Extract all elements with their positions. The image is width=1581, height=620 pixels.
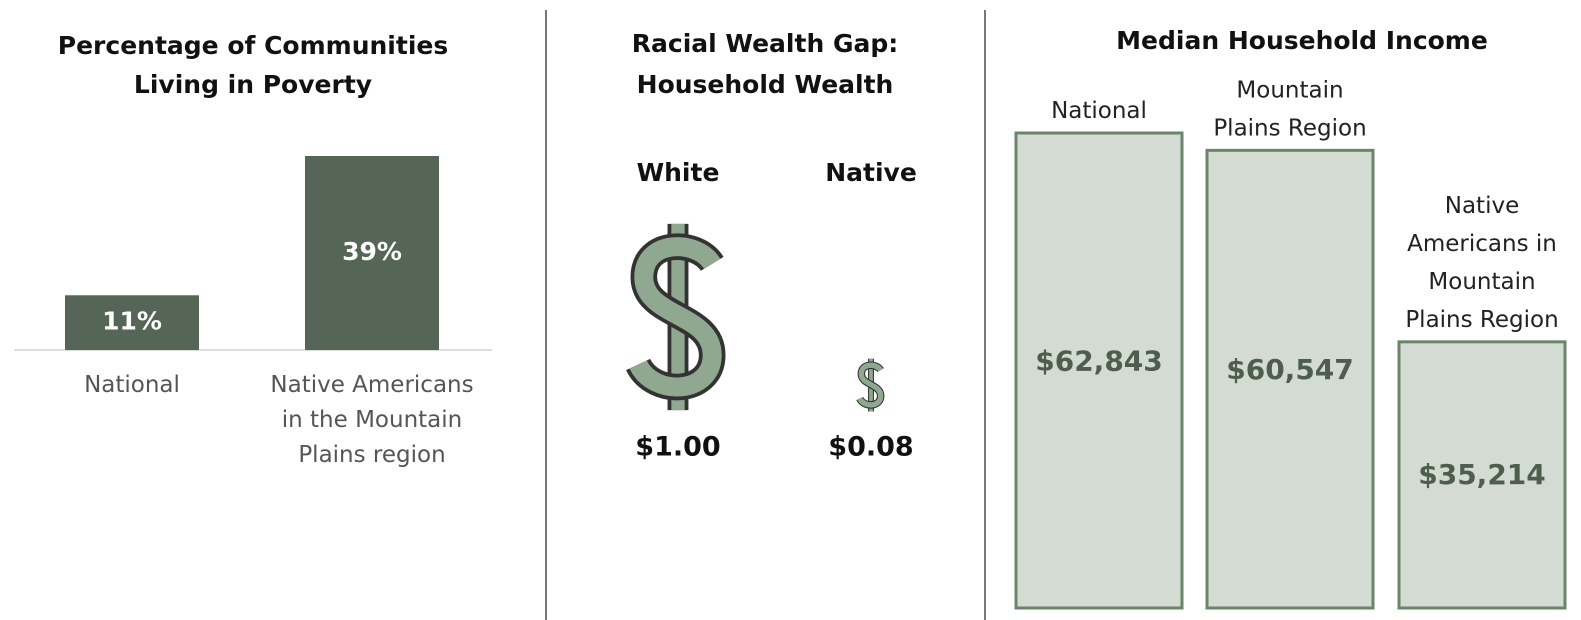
bar [1397, 340, 1567, 610]
bar [1014, 131, 1184, 610]
category-label: Mountain Plains Region [1213, 77, 1366, 141]
value-label: 39% [342, 237, 402, 266]
category-label: Native [825, 158, 917, 187]
value-label: 11% [102, 306, 162, 335]
chart-title: Median Household Income [1116, 26, 1488, 55]
value-label: $62,843 [1035, 345, 1163, 378]
category-label: White [637, 158, 720, 187]
value-label: $0.08 [828, 432, 913, 463]
value-label: $60,547 [1226, 353, 1354, 386]
dollar-sign [626, 223, 726, 411]
chart-title: Percentage of Communities Living in Pover… [58, 31, 448, 99]
category-label: Native Americans in the Mountain Plains re… [270, 372, 473, 468]
dollar-stroke [857, 362, 884, 408]
bar [305, 156, 439, 350]
bar [1205, 148, 1375, 610]
dollar-stroke [629, 237, 722, 397]
chart-title: Racial Wealth Gap: Household Wealth [632, 29, 898, 99]
category-label: National [1051, 98, 1147, 124]
category-label: National [84, 372, 180, 398]
category-label: Native Americans in Mountain Plains Region [1405, 192, 1558, 332]
value-label: $1.00 [635, 432, 720, 463]
bar [65, 295, 199, 350]
value-label: $35,214 [1418, 458, 1546, 491]
dollar-sign [856, 358, 885, 412]
